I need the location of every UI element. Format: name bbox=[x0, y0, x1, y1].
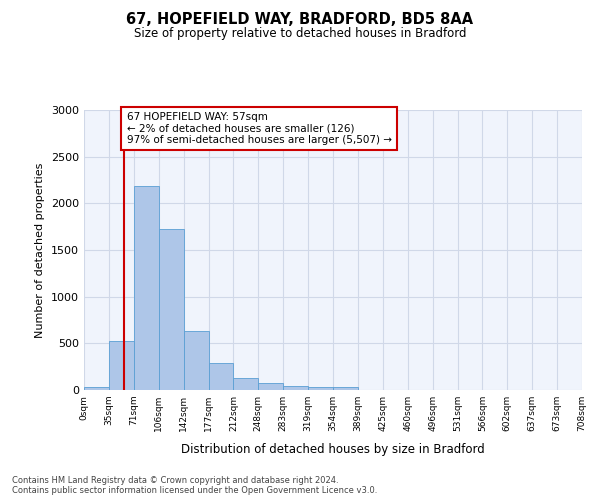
Text: Distribution of detached houses by size in Bradford: Distribution of detached houses by size … bbox=[181, 442, 485, 456]
Bar bbox=[233, 378, 259, 390]
Text: Size of property relative to detached houses in Bradford: Size of property relative to detached ho… bbox=[134, 28, 466, 40]
Text: 67 HOPEFIELD WAY: 57sqm
← 2% of detached houses are smaller (126)
97% of semi-de: 67 HOPEFIELD WAY: 57sqm ← 2% of detached… bbox=[127, 112, 392, 145]
Bar bbox=[209, 364, 233, 390]
Bar bbox=[283, 386, 308, 390]
Text: 67, HOPEFIELD WAY, BRADFORD, BD5 8AA: 67, HOPEFIELD WAY, BRADFORD, BD5 8AA bbox=[127, 12, 473, 28]
Bar bbox=[184, 331, 209, 390]
Bar bbox=[308, 386, 333, 390]
Bar bbox=[259, 384, 283, 390]
Bar bbox=[159, 230, 184, 390]
Bar bbox=[134, 186, 159, 390]
Bar bbox=[333, 387, 358, 390]
Bar bbox=[84, 387, 109, 390]
Bar bbox=[109, 342, 134, 390]
Text: Contains HM Land Registry data © Crown copyright and database right 2024.
Contai: Contains HM Land Registry data © Crown c… bbox=[12, 476, 377, 495]
Y-axis label: Number of detached properties: Number of detached properties bbox=[35, 162, 46, 338]
